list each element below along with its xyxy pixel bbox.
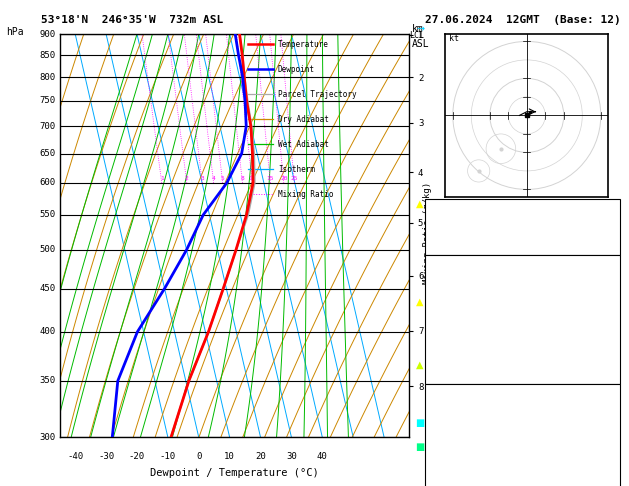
- Text: 27.06.2024  12GMT  (Base: 12): 27.06.2024 12GMT (Base: 12): [425, 15, 620, 25]
- Text: 2.59: 2.59: [593, 241, 616, 250]
- Text: 2: 2: [185, 176, 189, 181]
- Text: 1: 1: [160, 176, 164, 181]
- Text: CAPE (J): CAPE (J): [430, 462, 477, 472]
- Text: Dewp (°C): Dewp (°C): [430, 296, 482, 306]
- Text: ▲: ▲: [416, 199, 424, 209]
- Text: LCL: LCL: [409, 31, 425, 40]
- Text: 25: 25: [291, 176, 298, 181]
- Text: 700: 700: [40, 122, 55, 131]
- Text: Lifted Index: Lifted Index: [430, 444, 500, 453]
- Text: 3: 3: [611, 333, 616, 343]
- Text: km: km: [412, 24, 424, 35]
- Text: ▲: ▲: [416, 296, 424, 306]
- Text: 11.8: 11.8: [593, 296, 616, 306]
- Text: CIN (J): CIN (J): [430, 481, 470, 486]
- Text: 10: 10: [225, 451, 235, 461]
- Text: Mixing Ratio (g/kg): Mixing Ratio (g/kg): [423, 182, 431, 284]
- Text: 4: 4: [212, 176, 216, 181]
- Text: 53°18'N  246°35'W  732m ASL: 53°18'N 246°35'W 732m ASL: [41, 15, 223, 25]
- Text: 750: 750: [40, 96, 55, 105]
- Text: ▲: ▲: [416, 360, 424, 369]
- Text: Dewpoint / Temperature (°C): Dewpoint / Temperature (°C): [150, 468, 319, 478]
- Text: Isotherm: Isotherm: [278, 165, 315, 174]
- Text: Most Unstable: Most Unstable: [484, 388, 560, 398]
- Text: 3: 3: [201, 176, 204, 181]
- Text: →: →: [416, 24, 424, 34]
- Text: 1: 1: [611, 444, 616, 453]
- Text: Temp (°C): Temp (°C): [430, 278, 482, 287]
- Text: Parcel Trajectory: Parcel Trajectory: [278, 89, 357, 99]
- Text: Surface: Surface: [501, 259, 543, 269]
- Text: 650: 650: [40, 149, 55, 158]
- Text: 750: 750: [599, 407, 616, 417]
- Text: 850: 850: [40, 51, 55, 59]
- Text: 900: 900: [40, 30, 55, 38]
- Text: 0: 0: [196, 451, 201, 461]
- Text: 5: 5: [221, 176, 225, 181]
- Text: 450: 450: [40, 284, 55, 293]
- Text: 8: 8: [241, 176, 244, 181]
- Text: 0: 0: [611, 370, 616, 380]
- Text: 20: 20: [280, 176, 287, 181]
- Text: 600: 600: [40, 178, 55, 188]
- Text: 550: 550: [40, 210, 55, 219]
- Text: 30: 30: [286, 451, 297, 461]
- Text: K: K: [430, 204, 435, 213]
- Text: -20: -20: [129, 451, 145, 461]
- Text: 15: 15: [267, 176, 274, 181]
- Text: ASL: ASL: [412, 39, 430, 49]
- Text: 5: 5: [611, 481, 616, 486]
- Text: 47: 47: [604, 222, 616, 232]
- Text: 17: 17: [604, 462, 616, 472]
- Text: Dewpoint: Dewpoint: [278, 65, 315, 73]
- Text: PW (cm): PW (cm): [430, 241, 470, 250]
- Text: kt: kt: [449, 35, 459, 43]
- Text: 400: 400: [40, 327, 55, 336]
- Text: CAPE (J): CAPE (J): [430, 351, 477, 361]
- Text: 0: 0: [611, 351, 616, 361]
- Text: 500: 500: [40, 245, 55, 254]
- Text: θᵉ(K): θᵉ(K): [430, 314, 459, 324]
- Text: -40: -40: [67, 451, 83, 461]
- Text: 323: 323: [599, 425, 616, 435]
- Text: © weatheronline.co.uk: © weatheronline.co.uk: [465, 471, 579, 480]
- Text: Dry Adiabat: Dry Adiabat: [278, 115, 329, 123]
- Text: 10: 10: [248, 176, 256, 181]
- Text: Mixing Ratio: Mixing Ratio: [278, 190, 333, 199]
- Text: ■: ■: [416, 418, 425, 428]
- Text: CIN (J): CIN (J): [430, 370, 470, 380]
- Text: Wet Adiabat: Wet Adiabat: [278, 139, 329, 149]
- Text: Temperature: Temperature: [278, 39, 329, 49]
- Text: -30: -30: [98, 451, 114, 461]
- Text: 319: 319: [599, 314, 616, 324]
- Text: 33: 33: [604, 204, 616, 213]
- Text: 40: 40: [317, 451, 328, 461]
- Text: 800: 800: [40, 73, 55, 82]
- Text: 350: 350: [40, 376, 55, 385]
- Text: θᵉ (K): θᵉ (K): [430, 425, 465, 435]
- Text: 20: 20: [255, 451, 266, 461]
- Text: hPa: hPa: [6, 27, 23, 37]
- Text: 13.2: 13.2: [593, 278, 616, 287]
- Text: ■: ■: [416, 442, 425, 452]
- Text: Pressure (mb): Pressure (mb): [430, 407, 506, 417]
- Text: 300: 300: [40, 433, 55, 442]
- Text: -10: -10: [160, 451, 176, 461]
- Text: Totals Totals: Totals Totals: [430, 222, 506, 232]
- Text: Lifted Index: Lifted Index: [430, 333, 500, 343]
